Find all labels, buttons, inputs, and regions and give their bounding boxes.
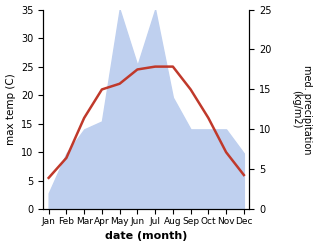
Y-axis label: max temp (C): max temp (C): [5, 74, 16, 145]
Y-axis label: med. precipitation
(kg/m2): med. precipitation (kg/m2): [291, 65, 313, 154]
X-axis label: date (month): date (month): [105, 231, 187, 242]
